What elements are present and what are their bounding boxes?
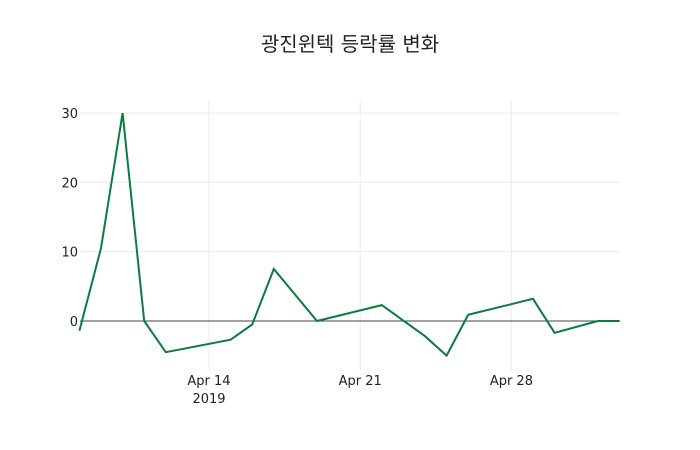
y-tick-label: 30: [61, 107, 78, 122]
series-line-path: [78, 112, 620, 358]
y-tick-label: 20: [61, 176, 78, 191]
gridlines: [80, 100, 620, 370]
x-axis-ticks: Apr 14 2019 Apr 21 Apr 28: [187, 374, 533, 407]
y-axis-ticks: 0 10 20 30: [61, 107, 78, 330]
y-tick-label: 10: [61, 246, 78, 261]
y-tick-label: 0: [70, 315, 78, 330]
series-line: [78, 112, 620, 358]
chart-title: 광진윈텍 등락률 변화: [260, 32, 440, 56]
x-tick-label: Apr 21: [339, 374, 382, 389]
x-tick-label: Apr 14: [187, 374, 230, 389]
x-tick-sublabel: 2019: [192, 392, 225, 407]
x-tick-label: Apr 28: [490, 374, 533, 389]
